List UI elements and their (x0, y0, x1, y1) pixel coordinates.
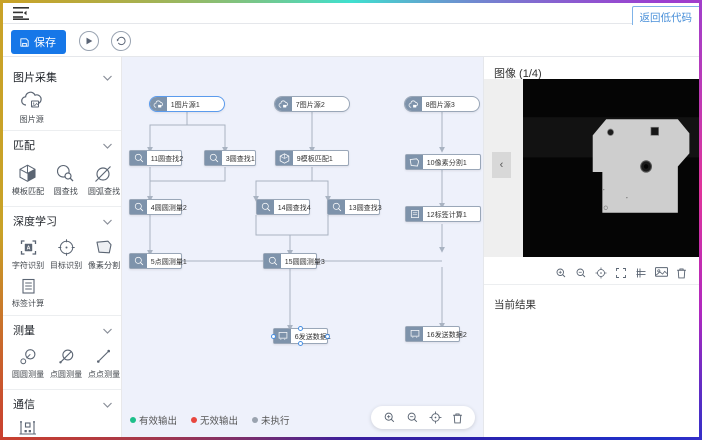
svg-text:A: A (26, 245, 30, 251)
